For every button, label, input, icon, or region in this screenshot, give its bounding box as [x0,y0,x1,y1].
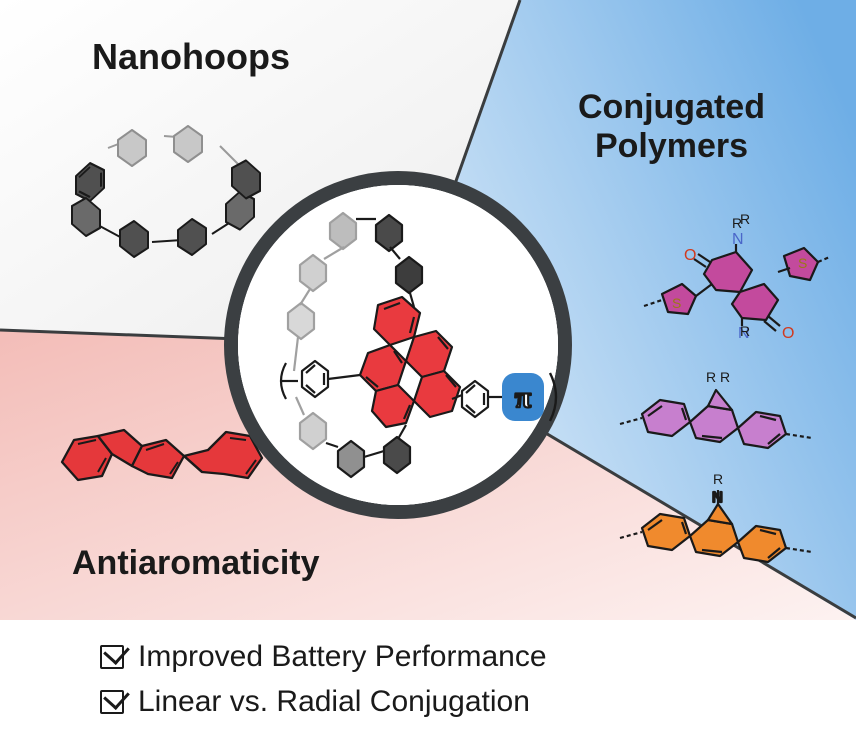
svg-text:R: R [740,211,750,227]
label-nanohoops: Nanohoops [92,36,290,78]
pi-symbol: π [515,381,532,414]
svg-text:S: S [798,255,807,271]
bullet-item: Improved Battery Performance [100,634,547,679]
checkbox-icon [100,645,124,669]
carbazole-r-label: R [713,471,723,487]
bullet-text: Improved Battery Performance [138,634,547,679]
label-antiaromaticity: Antiaromaticity [72,544,320,583]
svg-text:O: O [782,325,794,340]
checkbox-icon [100,690,124,714]
fluorene-r-label: R R [706,369,730,385]
figure-root: Nanohoops Conjugated Polymers Antiaromat… [0,0,856,752]
fluorene-monomer-icon: R R [612,360,822,455]
central-molecule: π n [238,185,558,505]
svg-text:O: O [684,247,696,264]
svg-text:R: R [740,323,750,339]
svg-text:N: N [732,231,744,248]
svg-text:S: S [672,295,681,311]
carbazole-monomer-icon: N R [612,468,822,573]
label-conjugated-polymers: Conjugated Polymers [578,88,765,166]
bullet-list: Improved Battery Performance Linear vs. … [100,634,547,724]
bullet-text: Linear vs. Radial Conjugation [138,679,530,724]
dpp-monomer-icon: O O N R N S S R R [640,210,830,340]
bullet-item: Linear vs. Radial Conjugation [100,679,547,724]
